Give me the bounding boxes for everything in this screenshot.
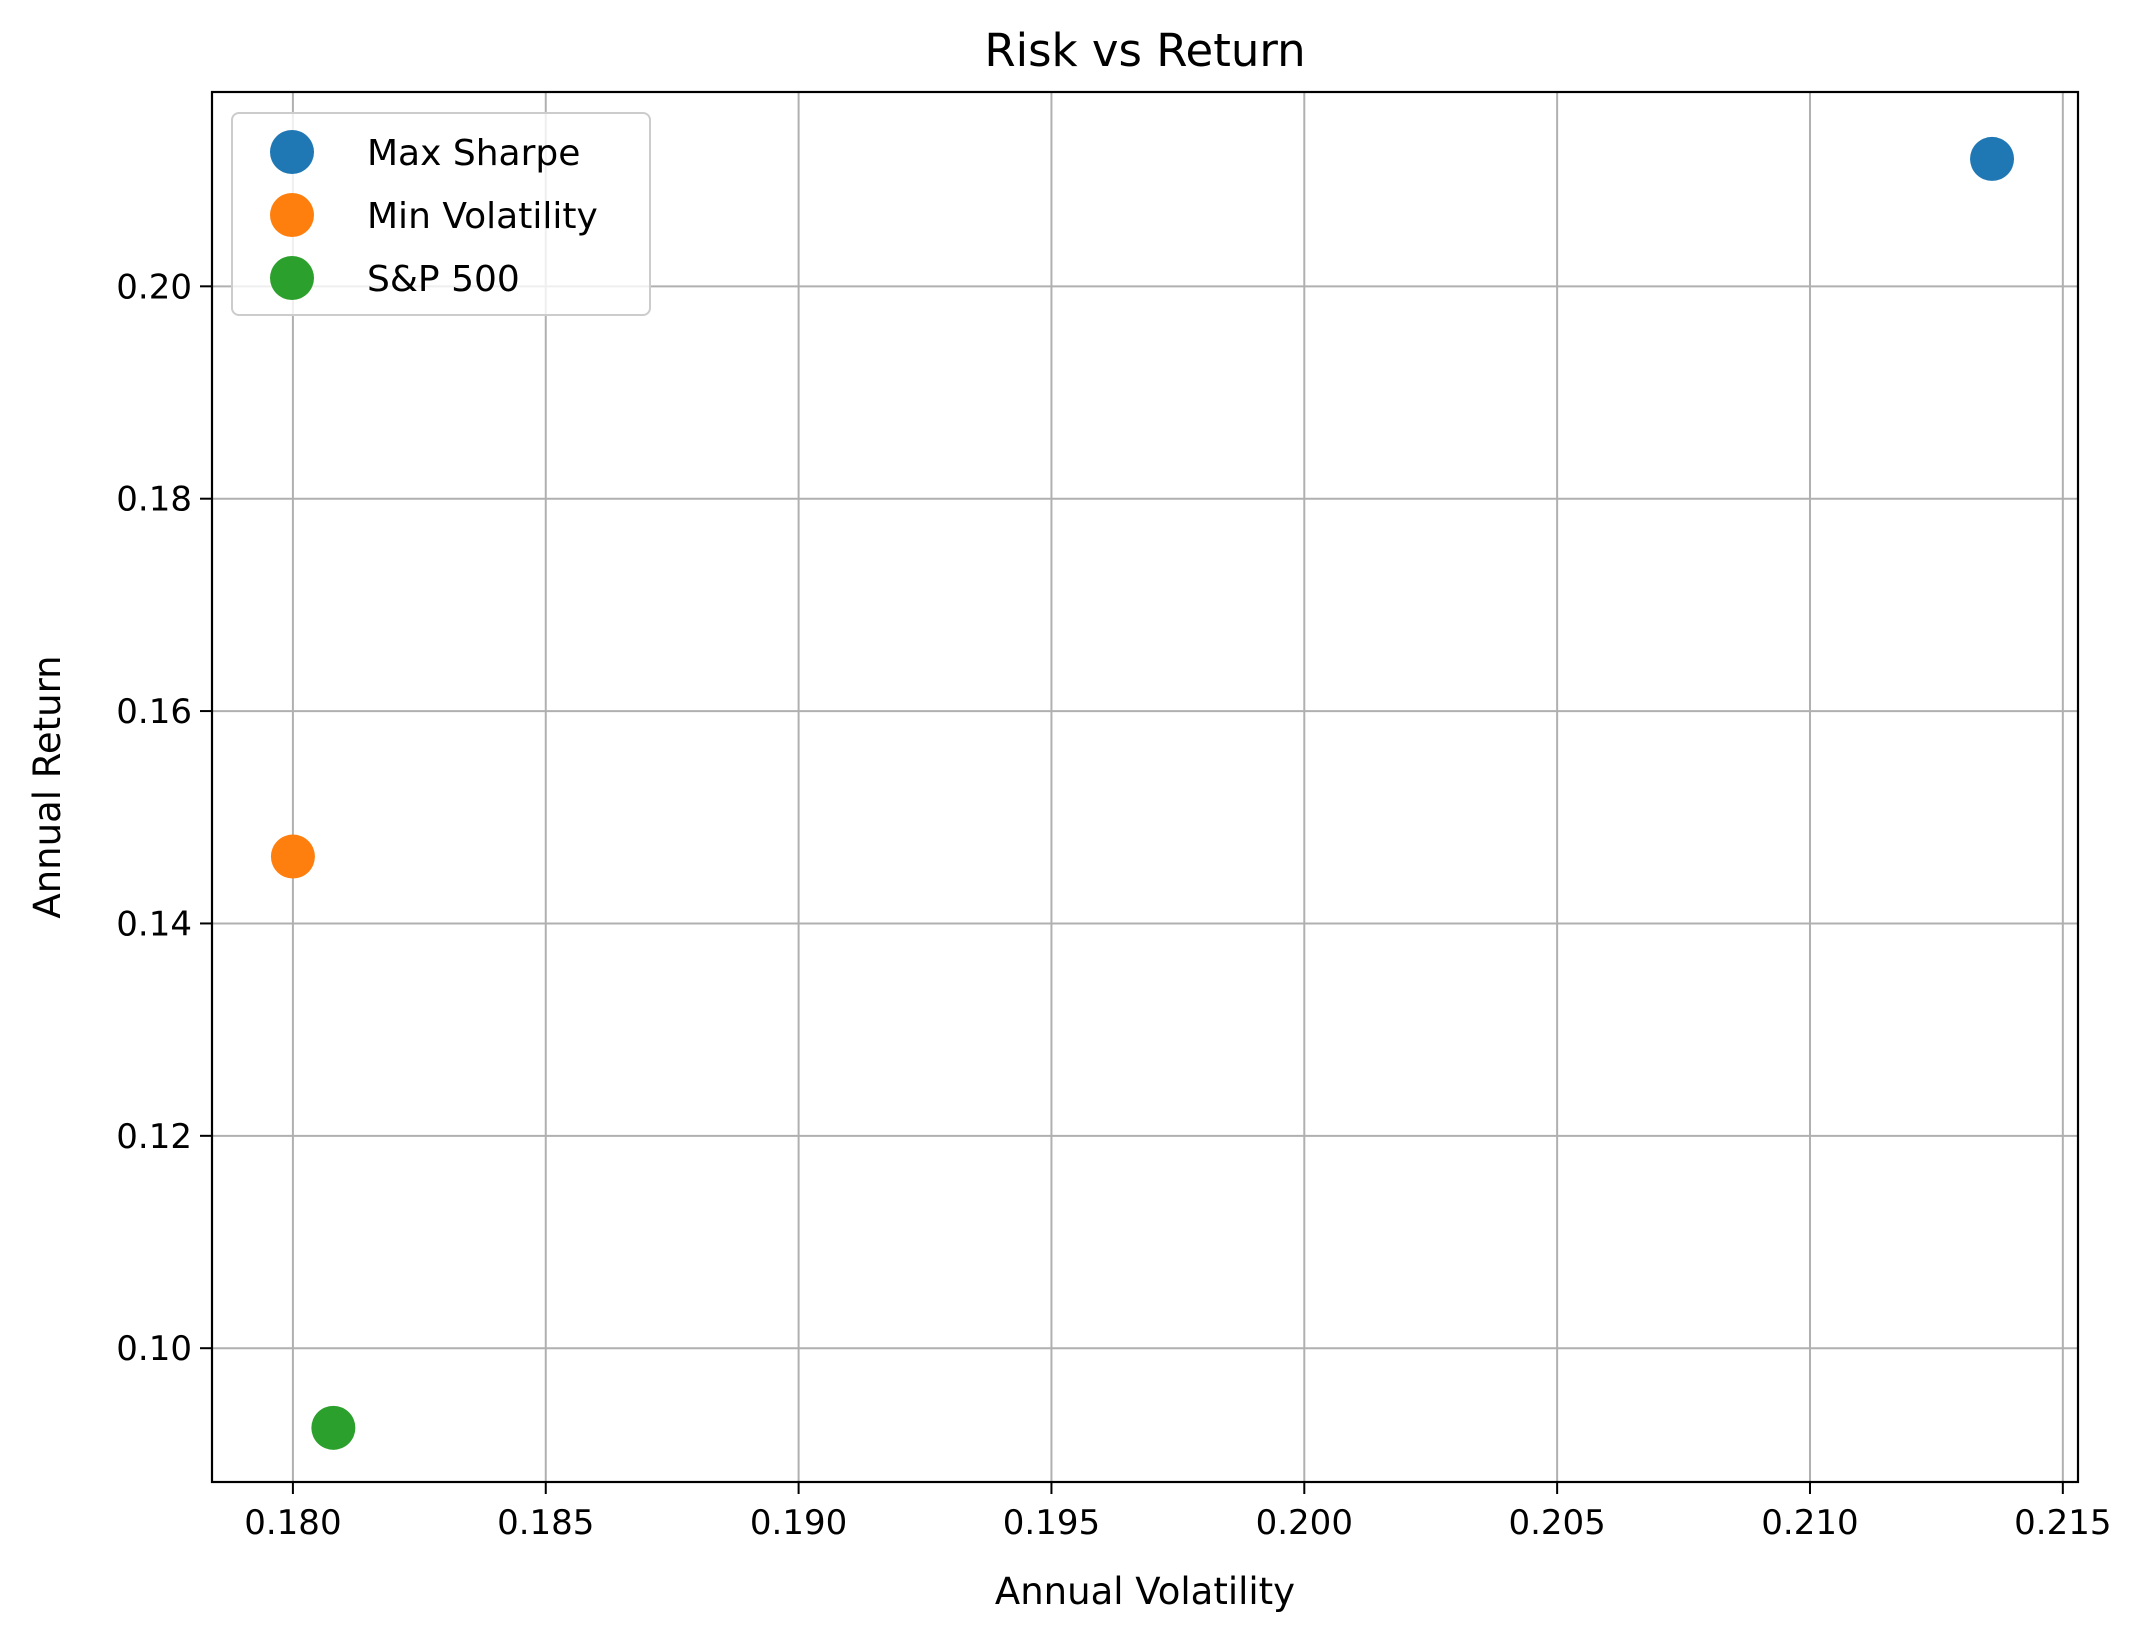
grid-lines [212,92,2078,1482]
point-s-p-500 [311,1405,356,1450]
point-min-volatility [270,834,315,879]
x-tick-label: 0.195 [1003,1503,1100,1543]
data-points [270,136,2015,1450]
plot-frame [210,90,2080,1484]
legend-marker-max-sharpe [270,130,314,174]
x-tick-label: 0.205 [1508,1503,1605,1543]
legend: Max Sharpe Min Volatility S&P 500 [231,112,651,316]
y-tick-label: 0.12 [116,1117,192,1157]
x-axis-label: Annual Volatility [995,1570,1295,1613]
x-axis-ticks: 0.180 0.185 0.190 0.195 0.200 0.205 0.210 0.215 [244,1482,2112,1543]
legend-marker-min-volatility [270,193,314,237]
x-tick-label: 0.190 [750,1503,847,1543]
y-tick-label: 0.10 [116,1329,192,1369]
y-axis-label: Annual Return [26,655,69,918]
y-tick-label: 0.20 [116,267,192,307]
legend-label-s-p-500: S&P 500 [367,259,520,300]
legend-label-min-volatility: Min Volatility [367,196,598,237]
point-max-sharpe [1970,136,2015,181]
y-axis-ticks: 0.10 0.12 0.14 0.16 0.18 0.20 [116,267,212,1369]
x-tick-label: 0.185 [497,1503,594,1543]
x-tick-label: 0.180 [244,1503,341,1543]
y-tick-label: 0.14 [116,904,192,944]
y-tick-label: 0.16 [116,692,192,732]
chart-title: Risk vs Return [984,24,1305,77]
y-tick-label: 0.18 [116,480,192,520]
legend-box [231,112,651,316]
x-tick-label: 0.215 [2014,1503,2111,1543]
x-tick-label: 0.200 [1256,1503,1353,1543]
legend-label-max-sharpe: Max Sharpe [367,133,580,174]
legend-marker-s-p-500 [270,256,314,300]
x-tick-label: 0.210 [1761,1503,1858,1543]
